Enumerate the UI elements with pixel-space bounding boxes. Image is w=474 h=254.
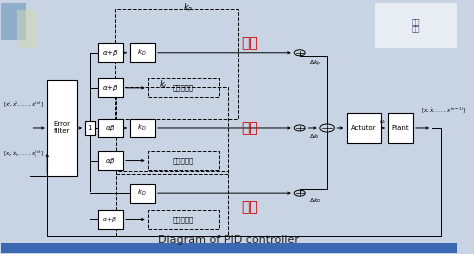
Text: 积分: 积分 xyxy=(241,121,258,135)
Bar xyxy=(116,87,228,174)
Text: $\Delta k_i$: $\Delta k_i$ xyxy=(309,132,320,141)
Text: $k_I$: $k_I$ xyxy=(158,78,167,91)
Bar xyxy=(98,43,123,62)
Bar xyxy=(130,43,155,62)
Text: 重庆
大学: 重庆 大学 xyxy=(412,18,420,32)
Text: $\alpha\beta$: $\alpha\beta$ xyxy=(105,123,116,133)
Text: $\Delta k_p$: $\Delta k_p$ xyxy=(309,59,321,69)
Bar xyxy=(130,184,155,202)
Bar xyxy=(148,151,219,170)
Text: $[x_i,\dot{x}_i,...,x_i^{(n)}]$: $[x_i,\dot{x}_i,...,x_i^{(n)}]$ xyxy=(3,149,44,160)
Bar xyxy=(98,78,123,97)
Bar xyxy=(116,171,228,236)
Bar xyxy=(98,210,123,229)
Bar xyxy=(0,243,457,253)
Bar xyxy=(85,121,95,135)
Text: 比例: 比例 xyxy=(241,36,258,50)
Text: $\alpha\beta$: $\alpha\beta$ xyxy=(105,155,116,166)
Text: $\alpha\!+\!\beta$: $\alpha\!+\!\beta$ xyxy=(102,215,118,224)
Bar xyxy=(98,151,123,170)
Text: Error
filter: Error filter xyxy=(54,121,71,134)
Bar xyxy=(375,3,457,48)
Text: $[x,\dot{x},...,x^{(n-1)}]$: $[x,\dot{x},...,x^{(n-1)}]$ xyxy=(421,106,466,115)
Text: $\alpha\!+\!\beta$: $\alpha\!+\!\beta$ xyxy=(101,83,119,93)
Text: $\Delta k_D$: $\Delta k_D$ xyxy=(309,196,322,205)
Text: 自适应环节: 自适应环节 xyxy=(173,157,194,164)
Text: $k_D$: $k_D$ xyxy=(137,123,147,133)
Text: $[x^i,\dot{x}^i,...,x^{(n)}]$: $[x^i,\dot{x}^i,...,x^{(n)}]$ xyxy=(3,99,44,109)
Bar xyxy=(388,113,413,143)
Bar xyxy=(130,119,155,137)
Text: 自适应环节: 自适应环节 xyxy=(173,85,194,91)
Bar xyxy=(98,119,123,137)
Text: $u_c$: $u_c$ xyxy=(379,118,387,126)
Text: Actutor: Actutor xyxy=(351,125,376,131)
Bar xyxy=(148,78,219,97)
Bar xyxy=(148,210,219,229)
Text: 1: 1 xyxy=(88,125,92,131)
Text: Diagram of PID controller: Diagram of PID controller xyxy=(158,234,300,245)
Text: $\alpha\!+\!\beta$: $\alpha\!+\!\beta$ xyxy=(101,48,119,58)
Text: Plant: Plant xyxy=(392,125,409,131)
Text: $k_D$: $k_D$ xyxy=(137,188,147,198)
Bar xyxy=(0,3,26,40)
Bar xyxy=(47,80,77,176)
Text: 微分: 微分 xyxy=(241,200,258,214)
Text: 自适应环节: 自适应环节 xyxy=(173,216,194,223)
Bar xyxy=(346,113,381,143)
Text: $k_D$: $k_D$ xyxy=(137,48,147,58)
Bar xyxy=(115,9,238,119)
Text: $k_P$: $k_P$ xyxy=(182,2,193,14)
Bar xyxy=(17,10,37,48)
